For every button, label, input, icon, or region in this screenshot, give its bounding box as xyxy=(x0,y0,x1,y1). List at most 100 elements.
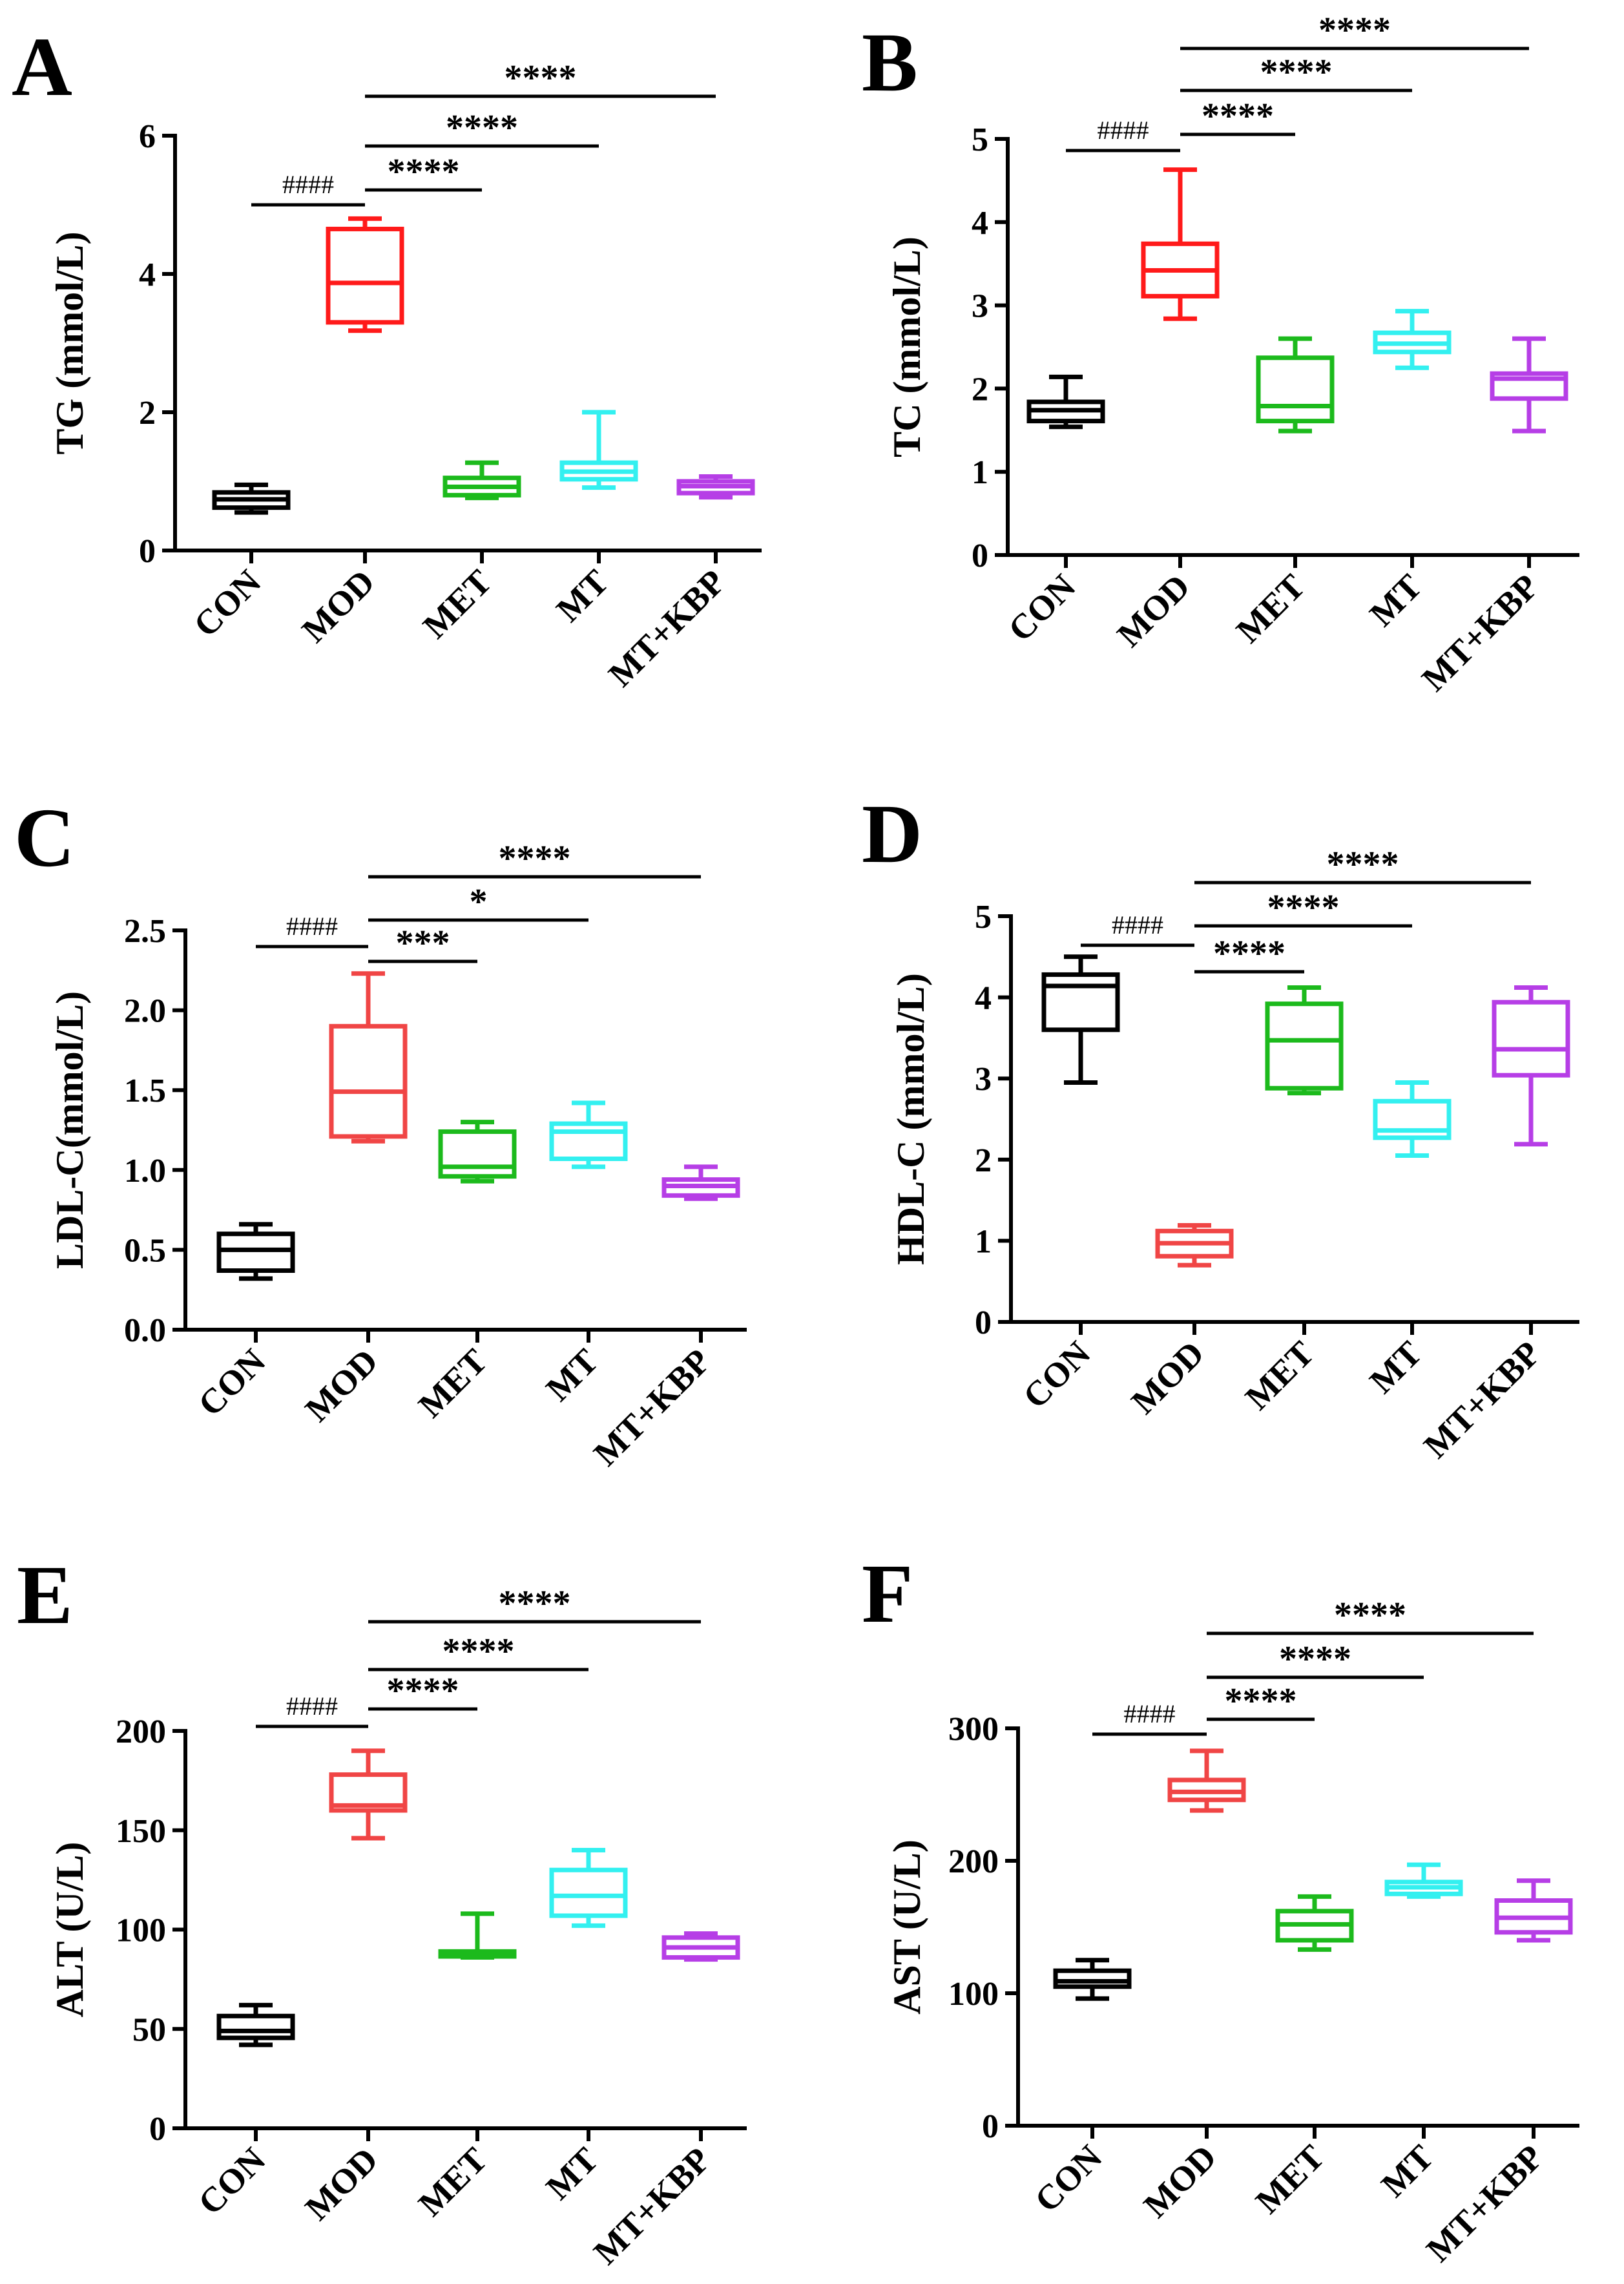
significance-label-star: **** xyxy=(499,1584,571,1624)
significance-label-star: **** xyxy=(387,1671,459,1711)
significance-label-hash: #### xyxy=(1112,910,1163,939)
box-plot-mt xyxy=(549,1848,628,1928)
y-tick-label: 300 xyxy=(948,1711,999,1748)
significance-label-hash: #### xyxy=(286,1692,338,1721)
x-tick-label: MT+KBP xyxy=(1416,1334,1548,1465)
box-plot-met xyxy=(442,460,521,501)
significance-label-star: **** xyxy=(1327,844,1399,885)
box-iqr xyxy=(216,1231,295,1273)
y-tick-label: 0.0 xyxy=(124,1312,166,1349)
x-tick-label: MOD xyxy=(295,562,382,650)
y-axis-label: ALT (U/L) xyxy=(48,1842,91,2018)
box-plot-met xyxy=(1256,336,1335,434)
x-tick-label: MT+KBP xyxy=(586,1341,718,1473)
x-tick-label: CON xyxy=(191,2140,273,2222)
panel-c: C LDL-C(mmol/L) 0.0 0.5 1.0 1.5 2.0 2.5 CON MOD ME… xyxy=(14,791,747,1473)
x-tick-label: CON xyxy=(1001,567,1083,649)
box-iqr xyxy=(1490,371,1568,401)
box-plot-mt-kbp xyxy=(676,474,755,500)
box-plot-mt xyxy=(559,410,638,490)
panel-letter: C xyxy=(14,791,75,885)
box-plot-mt-kbp xyxy=(1492,985,1570,1147)
box-plot-mt xyxy=(1384,1862,1463,1899)
box-plot-con xyxy=(1053,1958,1132,2001)
significance-label-star: * xyxy=(470,882,488,922)
significance-label-star: **** xyxy=(1260,52,1333,92)
significance-label-star: **** xyxy=(1334,1595,1406,1635)
box-iqr xyxy=(216,2013,295,2040)
x-tick-label: MT+KBP xyxy=(1419,2137,1550,2269)
y-axis-label: AST (U/L) xyxy=(886,1839,928,2015)
x-tick-label: MOD xyxy=(1110,567,1198,655)
significance-label-star: **** xyxy=(505,58,577,98)
y-tick-label: 0 xyxy=(139,533,156,570)
box-plot-con xyxy=(216,1222,295,1281)
box-plot-mt xyxy=(549,1100,628,1169)
box-iqr xyxy=(1256,355,1335,424)
panel-letter: B xyxy=(862,16,918,109)
y-axis-label: TC (mmol/L) xyxy=(886,236,928,457)
significance-label-star: **** xyxy=(1318,10,1391,50)
y-tick-label: 0 xyxy=(972,538,988,574)
box-plot-met xyxy=(1275,1894,1354,1952)
y-tick-label: 1 xyxy=(972,454,988,491)
x-tick-label: MT xyxy=(539,2140,606,2207)
y-tick-label: 5 xyxy=(972,121,988,158)
x-tick-label: MT+KBP xyxy=(586,2140,718,2272)
significance-label-star: *** xyxy=(396,923,450,963)
y-tick-label: 1 xyxy=(975,1223,992,1260)
significance-label-hash: #### xyxy=(286,912,338,941)
y-tick-label: 0.5 xyxy=(124,1232,166,1269)
box-plot-mod xyxy=(326,216,404,333)
box-iqr xyxy=(326,226,404,325)
x-tick-label: MOD xyxy=(298,2140,386,2228)
y-tick-label: 4 xyxy=(972,205,988,242)
y-tick-label: 2.5 xyxy=(124,913,166,950)
x-tick-label: MT+KBP xyxy=(601,562,733,694)
panel-letter: E xyxy=(17,1549,73,1642)
significance-label-star: **** xyxy=(446,108,518,148)
y-tick-label: 5 xyxy=(975,899,992,936)
y-tick-label: 2 xyxy=(139,395,156,432)
box-plot-con xyxy=(1026,374,1105,430)
box-iqr xyxy=(549,1121,628,1161)
panel-letter: D xyxy=(862,788,922,881)
box-plot-mod xyxy=(1141,167,1220,321)
y-tick-label: 1.0 xyxy=(124,1153,166,1189)
box-iqr xyxy=(329,1772,408,1813)
significance-label-hash: #### xyxy=(1124,1699,1176,1728)
x-tick-label: CON xyxy=(1015,1334,1098,1416)
box-iqr xyxy=(329,1023,408,1139)
panel-letter: A xyxy=(12,21,72,114)
panel-letter: F xyxy=(862,1547,913,1640)
significance-label-star: **** xyxy=(499,839,571,879)
box-plot-met xyxy=(438,1911,517,1960)
x-tick-label: MT xyxy=(539,1341,606,1409)
y-tick-label: 3 xyxy=(972,288,988,325)
box-plot-mt-kbp xyxy=(661,1164,740,1201)
y-axis-label: LDL-C(mmol/L) xyxy=(48,991,91,1269)
box-plot-con xyxy=(1041,954,1120,1085)
significance-label-star: **** xyxy=(1225,1681,1297,1721)
box-plot-mod xyxy=(1155,1223,1234,1268)
y-tick-label: 2 xyxy=(975,1142,992,1179)
x-tick-label: MET xyxy=(1238,1334,1321,1417)
x-tick-label: MOD xyxy=(1136,2137,1224,2225)
box-iqr xyxy=(1053,1968,1132,1989)
y-tick-label: 0 xyxy=(149,2111,166,2148)
y-tick-label: 2.0 xyxy=(124,993,166,1030)
significance-label-star: **** xyxy=(1267,888,1340,928)
x-tick-label: CON xyxy=(191,1341,273,1423)
y-axis-label: TG (mmol/L) xyxy=(48,232,91,455)
x-tick-label: MET xyxy=(415,562,499,645)
box-iqr xyxy=(1492,1000,1570,1078)
box-plot-mt-kbp xyxy=(1494,1878,1573,1943)
x-tick-label: MET xyxy=(1248,2137,1331,2221)
box-plot-mod xyxy=(329,1748,408,1841)
x-tick-label: CON xyxy=(186,562,268,644)
x-tick-label: MT+KBP xyxy=(1414,567,1546,698)
y-tick-label: 100 xyxy=(948,1976,999,2013)
y-tick-label: 0 xyxy=(975,1304,992,1341)
